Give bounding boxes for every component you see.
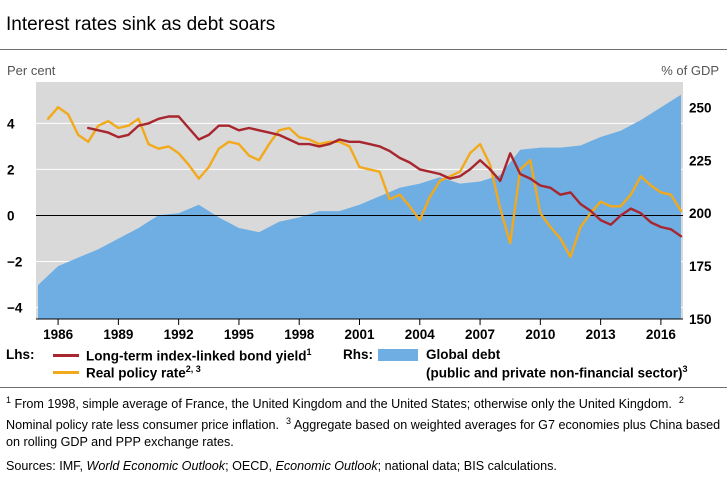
legend-sup-policy-rate: 2, 3 bbox=[185, 364, 201, 374]
x-tick-label: 1992 bbox=[164, 327, 194, 342]
x-tick-label: 1986 bbox=[43, 327, 74, 342]
y-left-tick-label: −4 bbox=[7, 300, 23, 315]
legend-swatch-policy-rate bbox=[53, 371, 79, 374]
y-left-tick-label: 0 bbox=[7, 208, 15, 223]
chart-title: Interest rates sink as debt soars bbox=[6, 14, 276, 35]
legend-label-global-debt-2: (public and private non-financial sector… bbox=[426, 365, 683, 381]
footnote-3-text: Aggregate based on weighted averages for… bbox=[6, 418, 721, 450]
sources-mid: ; OECD, bbox=[225, 459, 276, 473]
y-left-unit-label: Per cent bbox=[7, 63, 56, 78]
footnote-1-num: 1 bbox=[6, 395, 12, 405]
x-tick-label: 1995 bbox=[224, 327, 255, 342]
y-right-unit-label: % of GDP bbox=[661, 63, 719, 78]
footnote-1-text: From 1998, simple average of France, the… bbox=[14, 397, 672, 412]
x-tick-label: 1998 bbox=[284, 327, 315, 342]
legend-rhs-label: Rhs: bbox=[343, 347, 373, 362]
series-area-global-debt bbox=[38, 94, 681, 319]
x-tick-label: 2016 bbox=[646, 327, 677, 342]
x-tick-label: 2007 bbox=[465, 327, 495, 342]
sources-pub-eo: Economic Outlook bbox=[275, 459, 378, 473]
y-left-tick-label: −2 bbox=[7, 254, 22, 269]
y-left-tick-label: 2 bbox=[7, 162, 15, 177]
legend: Lhs: Long-term index-linked bond yield1 … bbox=[0, 347, 727, 387]
legend-label-policy-rate: Real policy rate bbox=[86, 365, 186, 381]
footnotes: 1 From 1998, simple average of France, t… bbox=[6, 392, 722, 451]
y-right-tick-label: 175 bbox=[689, 259, 712, 274]
series-line-policy-rate bbox=[46, 106, 683, 259]
y-right-tick-label: 250 bbox=[689, 100, 712, 115]
legend-item-global-debt-line2: (public and private non-financial sector… bbox=[426, 364, 688, 381]
footnote-2-num: 2 bbox=[678, 395, 684, 405]
title-divider bbox=[0, 49, 727, 50]
legend-item-bond-yield: Long-term index-linked bond yield1 bbox=[86, 347, 312, 364]
x-tick-label: 2001 bbox=[344, 327, 375, 342]
legend-sup-global-debt: 3 bbox=[682, 364, 688, 374]
footnote-2-text: Nominal policy rate less consumer price … bbox=[6, 418, 279, 433]
y-right-tick-label: 225 bbox=[689, 153, 712, 168]
sources-prefix: Sources: IMF, bbox=[6, 459, 87, 473]
chart-canvas: 1986 1989 1992 1995 1998 2001 2004 2007 2010 2013… bbox=[7, 63, 719, 342]
sources-suffix: ; national data; BIS calculations. bbox=[377, 459, 557, 473]
legend-divider bbox=[0, 387, 727, 388]
x-tick-label: 1989 bbox=[103, 327, 133, 342]
footnote-3-num: 3 bbox=[285, 416, 291, 427]
legend-label-global-debt: Global debt bbox=[426, 347, 501, 362]
x-tick-label: 2013 bbox=[586, 327, 617, 342]
legend-item-global-debt: Global debt bbox=[426, 347, 500, 362]
legend-lhs-label: Lhs: bbox=[6, 347, 35, 362]
sources-line: Sources: IMF, World Economic Outlook; OE… bbox=[6, 459, 557, 473]
series-line-bond-yield bbox=[86, 115, 683, 238]
legend-item-policy-rate: Real policy rate2, 3 bbox=[86, 364, 201, 381]
y-left-tick-label: 4 bbox=[7, 116, 15, 131]
legend-label-bond-yield: Long-term index-linked bond yield bbox=[86, 348, 307, 364]
sources-pub-weo: World Economic Outlook bbox=[86, 459, 226, 473]
y-right-tick-label: 200 bbox=[689, 206, 712, 221]
x-tick-label: 2010 bbox=[525, 327, 555, 342]
legend-sup-bond-yield: 1 bbox=[306, 347, 312, 357]
x-tick-label: 2004 bbox=[405, 327, 436, 342]
legend-swatch-global-debt bbox=[378, 349, 418, 361]
legend-swatch-bond-yield bbox=[53, 354, 79, 357]
y-right-tick-label: 150 bbox=[689, 312, 712, 327]
